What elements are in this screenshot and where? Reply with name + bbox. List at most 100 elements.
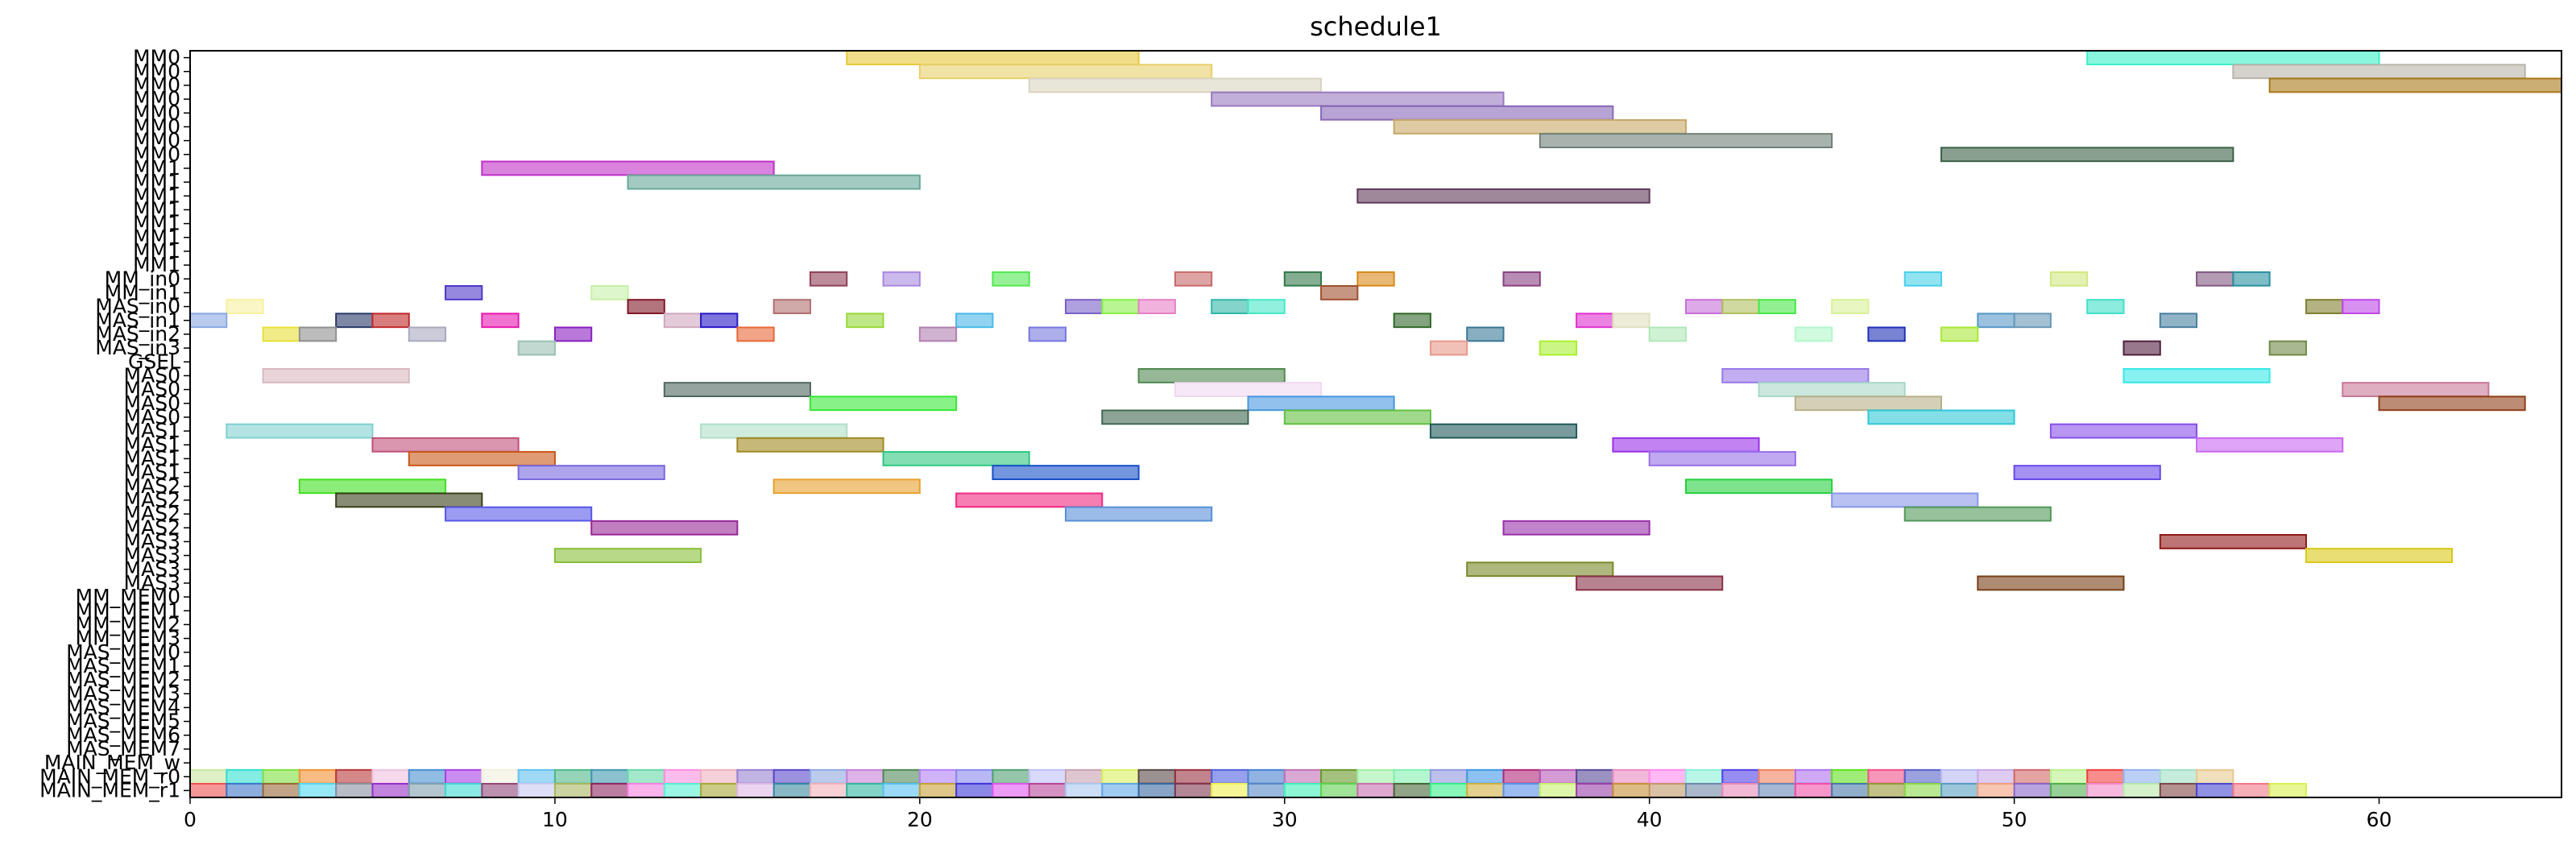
task-bar xyxy=(1174,768,1213,785)
task-bar xyxy=(2049,271,2089,287)
task-bar xyxy=(1903,271,1943,287)
task-bar xyxy=(1977,768,2015,785)
task-bar xyxy=(2086,299,2125,314)
y-tick-label: MAS1 xyxy=(124,433,180,456)
task-bars xyxy=(189,50,2563,798)
task-bar xyxy=(1576,783,1614,798)
task-bar xyxy=(1466,326,1505,342)
task-bar xyxy=(1028,326,1067,342)
task-bar xyxy=(1721,783,1760,798)
task-bar xyxy=(1283,271,1323,287)
y-tick-label: MAS_MEM6 xyxy=(66,723,180,747)
y-tick-label: MM_MEM1 xyxy=(76,598,180,622)
task-bar xyxy=(2086,50,2380,65)
task-bar xyxy=(298,783,338,798)
y-tick-label: MM_in0 xyxy=(105,267,180,290)
task-bar xyxy=(736,783,775,798)
y-tick-label: GSEL xyxy=(128,350,180,373)
task-bar xyxy=(2232,783,2271,798)
task-bar xyxy=(700,423,848,439)
task-bar xyxy=(1320,105,1614,121)
task-bar xyxy=(2123,368,2271,383)
task-bar xyxy=(445,783,483,798)
task-bar xyxy=(2196,271,2234,287)
task-bar xyxy=(1211,768,1249,785)
task-bar xyxy=(1648,783,1687,798)
task-bar xyxy=(1794,326,1833,342)
task-bar xyxy=(809,768,848,785)
task-bar xyxy=(298,478,447,495)
task-bar xyxy=(1903,783,1943,798)
y-tick-label: MAS_in3 xyxy=(95,336,180,359)
task-bar xyxy=(1539,133,1833,148)
task-bar xyxy=(1758,299,1796,314)
task-bar xyxy=(1867,768,1906,785)
x-tick-label: 40 xyxy=(1637,808,1663,831)
task-bar xyxy=(1758,783,1796,798)
y-tick-label: MAS1 xyxy=(124,461,180,484)
task-bar xyxy=(1831,492,1979,508)
task-bar xyxy=(1940,783,1979,798)
task-bar xyxy=(1721,768,1760,785)
task-bar xyxy=(846,50,1140,65)
task-bar xyxy=(517,768,556,785)
y-tick-label: MAS0 xyxy=(124,391,180,415)
y-tick-label: MM0 xyxy=(133,73,180,97)
task-bar xyxy=(298,326,338,342)
y-tick-label: MAIN_MEM_r0 xyxy=(39,764,180,788)
task-bar xyxy=(736,326,775,342)
task-bar xyxy=(1831,768,1870,785)
task-bar xyxy=(1867,409,2015,425)
task-bar xyxy=(809,396,958,412)
y-tick-label: MM0 xyxy=(133,143,180,166)
task-bar xyxy=(1174,271,1213,287)
y-tick-label: MAIN_MEM_r1 xyxy=(39,778,180,801)
task-bar xyxy=(481,783,520,798)
task-bar xyxy=(1137,768,1176,785)
task-bar xyxy=(2086,783,2125,798)
task-bar xyxy=(882,768,921,785)
task-bar xyxy=(335,313,374,329)
task-bar xyxy=(2013,313,2052,329)
task-bar xyxy=(1101,768,1140,785)
task-bar xyxy=(2268,340,2307,356)
y-tick-label: MAS_MEM7 xyxy=(66,737,180,760)
task-bar xyxy=(1393,783,1431,798)
task-bar xyxy=(1940,768,1979,785)
task-bar xyxy=(1612,437,1760,453)
task-bar xyxy=(1794,768,1833,785)
task-bar xyxy=(1794,783,1833,798)
y-tick-label: MAS_MEM2 xyxy=(66,668,180,691)
task-bar xyxy=(2123,340,2161,356)
task-bar xyxy=(445,285,483,300)
task-bar xyxy=(992,783,1030,798)
task-bar xyxy=(736,437,884,453)
task-bar xyxy=(590,285,629,300)
task-bar xyxy=(1247,783,1286,798)
task-bar xyxy=(992,271,1030,287)
task-bar xyxy=(1684,299,1724,314)
task-bar xyxy=(1576,768,1614,785)
task-bar xyxy=(1211,299,1249,314)
x-axis-ticks: 0 10 20 30 40 50 60 xyxy=(184,797,2392,831)
task-bar xyxy=(1283,783,1323,798)
task-bar xyxy=(1356,768,1395,785)
task-bar xyxy=(590,768,629,785)
task-bar xyxy=(1867,783,1906,798)
task-bar xyxy=(1429,340,1468,356)
task-bar xyxy=(335,768,374,785)
task-bar xyxy=(1758,768,1796,785)
task-bar xyxy=(1466,768,1505,785)
task-bar xyxy=(1758,382,1906,397)
task-bar xyxy=(1721,368,1870,383)
y-tick-label: MM_in1 xyxy=(105,280,180,304)
task-bar xyxy=(1393,768,1431,785)
task-bar xyxy=(1612,313,1650,329)
task-bar xyxy=(2196,768,2234,785)
task-bar xyxy=(1502,768,1541,785)
task-bar xyxy=(1065,299,1104,314)
task-bar xyxy=(1539,340,1578,356)
task-bar xyxy=(2086,768,2125,785)
y-tick-label: MAS0 xyxy=(124,405,180,429)
